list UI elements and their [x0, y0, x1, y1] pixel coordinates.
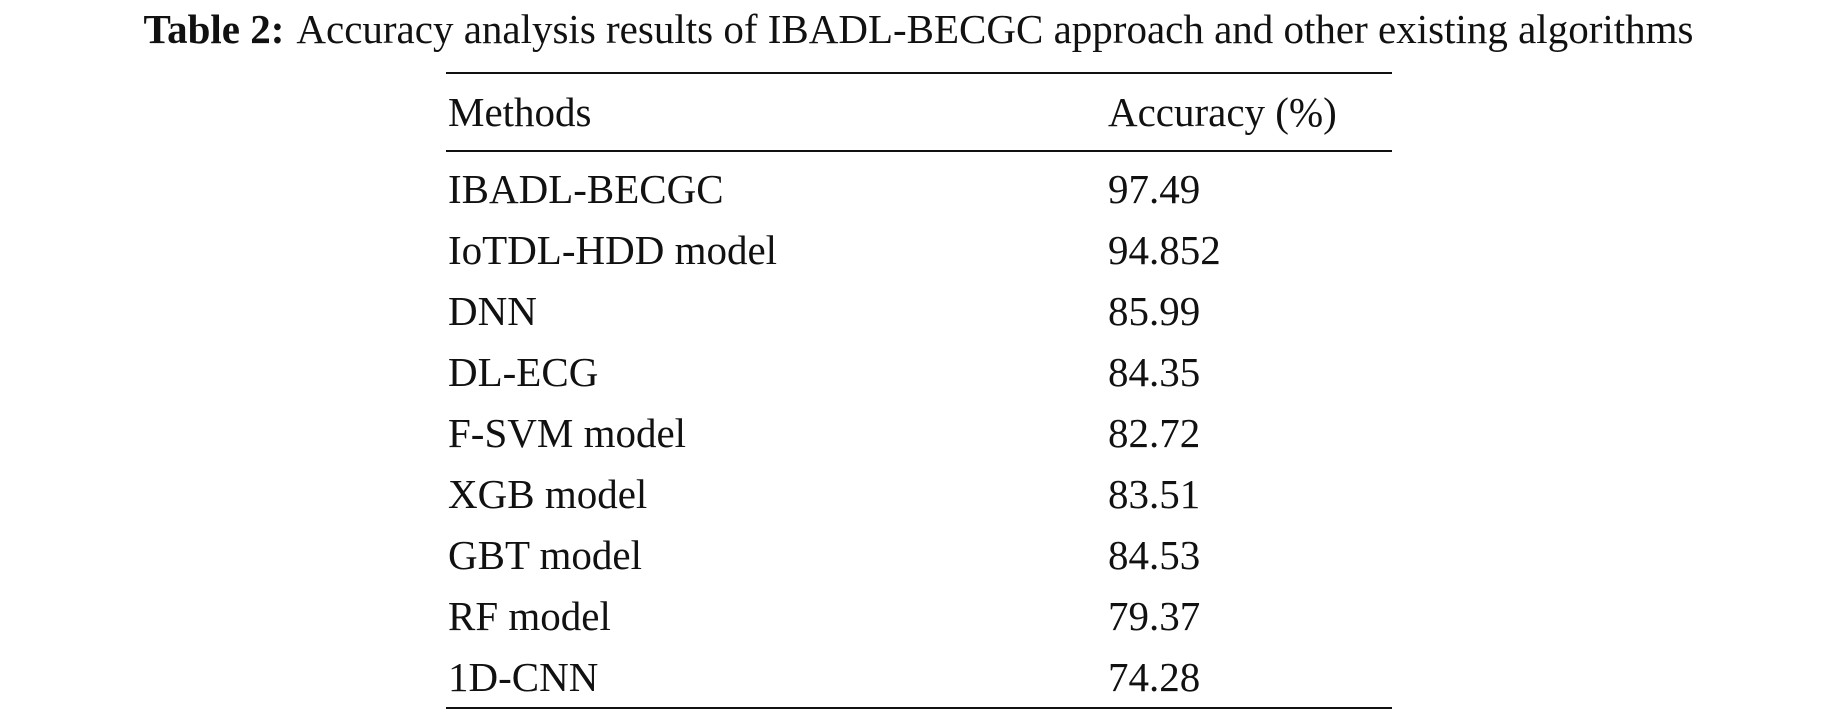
- table-row: 1D-CNN 74.28: [446, 646, 1392, 708]
- accuracy-cell: 84.53: [1108, 531, 1201, 578]
- method-cell: IBADL-BECGC: [448, 165, 724, 212]
- method-cell: DL-ECG: [448, 348, 599, 395]
- caption-text: Accuracy analysis results of IBADL-BECGC…: [296, 6, 1694, 52]
- method-cell: F-SVM model: [448, 409, 687, 456]
- header-accuracy: Accuracy (%): [1108, 89, 1337, 135]
- accuracy-cell: 79.37: [1108, 592, 1201, 639]
- table-row: XGB model 83.51: [446, 463, 1392, 524]
- accuracy-cell: 84.35: [1108, 348, 1201, 395]
- table-row: GBT model 84.53: [446, 524, 1392, 585]
- method-cell: 1D-CNN: [448, 653, 599, 700]
- table-row: RF model 79.37: [446, 585, 1392, 646]
- table-row: DL-ECG 84.35: [446, 341, 1392, 402]
- table-row: IBADL-BECGC 97.49: [446, 151, 1392, 219]
- header-methods: Methods: [448, 89, 592, 135]
- table-row: DNN 85.99: [446, 280, 1392, 341]
- caption-label: Table 2:: [143, 6, 285, 52]
- method-cell: DNN: [448, 287, 537, 334]
- method-cell: RF model: [448, 592, 611, 639]
- accuracy-cell: 94.852: [1108, 226, 1221, 273]
- method-cell: GBT model: [448, 531, 642, 578]
- table-row: IoTDL-HDD model 94.852: [446, 219, 1392, 280]
- accuracy-cell: 74.28: [1108, 653, 1201, 700]
- accuracy-cell: 97.49: [1108, 165, 1201, 212]
- accuracy-table: Methods Accuracy (%) IBADL-BECGC 97.49 I…: [446, 72, 1392, 709]
- table-header-row: Methods Accuracy (%): [446, 73, 1392, 151]
- accuracy-cell: 82.72: [1108, 409, 1201, 456]
- table-caption: Table 2: Accuracy analysis results of IBA…: [0, 2, 1837, 56]
- table-row: F-SVM model 82.72: [446, 402, 1392, 463]
- results-table-container: Methods Accuracy (%) IBADL-BECGC 97.49 I…: [446, 72, 1392, 709]
- method-cell: IoTDL-HDD model: [448, 226, 778, 273]
- accuracy-cell: 83.51: [1108, 470, 1201, 517]
- method-cell: XGB model: [448, 470, 648, 517]
- accuracy-cell: 85.99: [1108, 287, 1201, 334]
